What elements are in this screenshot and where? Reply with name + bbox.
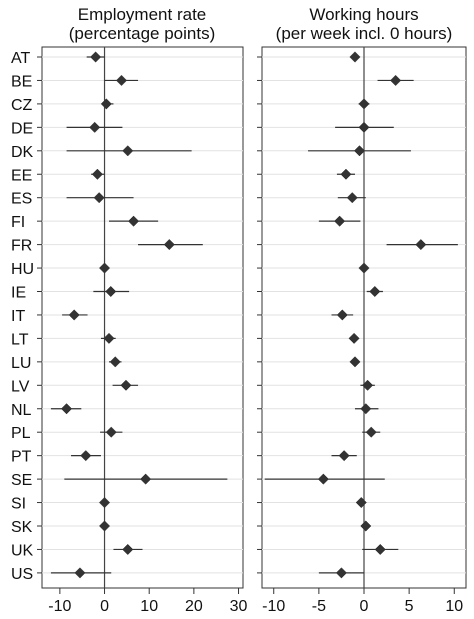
point-hrs-dk bbox=[353, 145, 366, 157]
x-tick-label: 0 bbox=[360, 598, 369, 615]
point-hrs-lt bbox=[348, 332, 360, 344]
point-hrs-si bbox=[355, 496, 367, 509]
point-emp-cz bbox=[100, 98, 112, 110]
category-label-lu: LU bbox=[11, 355, 31, 372]
point-emp-dk bbox=[122, 145, 134, 157]
point-hrs-hu bbox=[358, 262, 370, 274]
category-label-lv: LV bbox=[11, 378, 30, 395]
x-tick-label: -10 bbox=[262, 598, 285, 615]
category-label-fi: FI bbox=[11, 214, 25, 231]
point-hrs-at bbox=[349, 51, 361, 63]
category-label-hu: HU bbox=[11, 261, 34, 278]
point-emp-se bbox=[140, 473, 152, 485]
point-hrs-uk bbox=[374, 543, 386, 556]
point-hrs-lv bbox=[362, 379, 374, 391]
point-hrs-nl bbox=[360, 403, 372, 415]
point-emp-at bbox=[90, 51, 102, 63]
x-tick-label: 5 bbox=[405, 598, 414, 615]
point-emp-ie bbox=[105, 285, 117, 298]
category-label-lt: LT bbox=[11, 331, 29, 348]
x-tick-label: 30 bbox=[230, 598, 248, 615]
point-emp-uk bbox=[122, 543, 134, 556]
category-label-it: IT bbox=[11, 308, 25, 325]
x-tick-label: 20 bbox=[185, 598, 203, 615]
point-emp-pl bbox=[105, 426, 117, 438]
point-emp-fr bbox=[163, 239, 175, 251]
x-tick-label: 10 bbox=[445, 598, 463, 615]
category-label-fr: FR bbox=[11, 238, 32, 255]
x-tick-label: 0 bbox=[100, 598, 109, 615]
panel-subtitle-employment: (percentage points) bbox=[69, 24, 215, 43]
category-label-cz: CZ bbox=[11, 97, 33, 114]
category-label-at: AT bbox=[11, 50, 30, 67]
point-emp-es bbox=[93, 192, 105, 204]
category-label-de: DE bbox=[11, 120, 33, 137]
panel-working-hours: -10 -5 0 5 10 bbox=[257, 46, 467, 615]
category-label-pl: PL bbox=[11, 425, 31, 442]
point-hrs-se bbox=[317, 473, 329, 485]
category-label-sk: SK bbox=[11, 519, 33, 536]
point-emp-sk bbox=[98, 520, 111, 532]
point-hrs-ie bbox=[369, 285, 381, 298]
point-emp-fi bbox=[128, 215, 140, 227]
point-hrs-pt bbox=[338, 450, 350, 462]
point-hrs-us bbox=[335, 567, 347, 579]
point-emp-ee bbox=[91, 168, 103, 180]
point-hrs-pl bbox=[365, 426, 377, 438]
point-emp-it bbox=[68, 309, 80, 321]
point-emp-hu bbox=[98, 262, 111, 274]
point-hrs-sk bbox=[360, 520, 372, 532]
point-hrs-it bbox=[336, 309, 348, 321]
x-tick-label: 10 bbox=[140, 598, 158, 615]
point-hrs-be bbox=[390, 74, 402, 87]
category-label-nl: NL bbox=[11, 402, 32, 419]
category-label-uk: UK bbox=[11, 542, 34, 559]
point-hrs-de bbox=[358, 121, 370, 133]
panel-title-hours: Working hours bbox=[309, 5, 418, 24]
point-emp-lt bbox=[103, 332, 115, 344]
category-label-be: BE bbox=[11, 73, 32, 90]
point-hrs-fi bbox=[334, 215, 346, 227]
point-emp-nl bbox=[61, 403, 73, 415]
category-label-us: US bbox=[11, 566, 33, 583]
panel-title-employment: Employment rate bbox=[78, 5, 207, 24]
category-label-dk: DK bbox=[11, 144, 34, 161]
category-label-se: SE bbox=[11, 472, 32, 489]
category-label-ie: IE bbox=[11, 285, 26, 302]
point-emp-us bbox=[74, 567, 86, 579]
panel-subtitle-hours: (per week incl. 0 hours) bbox=[276, 24, 453, 43]
point-hrs-lu bbox=[349, 356, 361, 368]
point-emp-pt bbox=[80, 450, 92, 462]
category-label-es: ES bbox=[11, 191, 32, 208]
point-emp-lv bbox=[120, 379, 132, 391]
point-emp-be bbox=[115, 74, 128, 87]
x-tick-label: -10 bbox=[48, 598, 71, 615]
point-hrs-cz bbox=[358, 98, 370, 110]
point-hrs-fr bbox=[415, 239, 427, 251]
point-emp-lu bbox=[109, 356, 121, 368]
point-hrs-es bbox=[346, 192, 358, 204]
category-label-si: SI bbox=[11, 496, 26, 513]
category-label-ee: EE bbox=[11, 167, 32, 184]
point-emp-de bbox=[89, 121, 101, 133]
point-hrs-ee bbox=[340, 168, 352, 180]
x-tick-label: -5 bbox=[312, 598, 326, 615]
category-label-pt: PT bbox=[11, 449, 32, 466]
point-emp-si bbox=[98, 496, 111, 509]
plot-frame bbox=[41, 46, 244, 589]
panel-employment-rate: -10 0 10 20 30 AT BE CZ DE DK EE ES FI FR HU IE IT LT LU LV… bbox=[11, 46, 248, 615]
